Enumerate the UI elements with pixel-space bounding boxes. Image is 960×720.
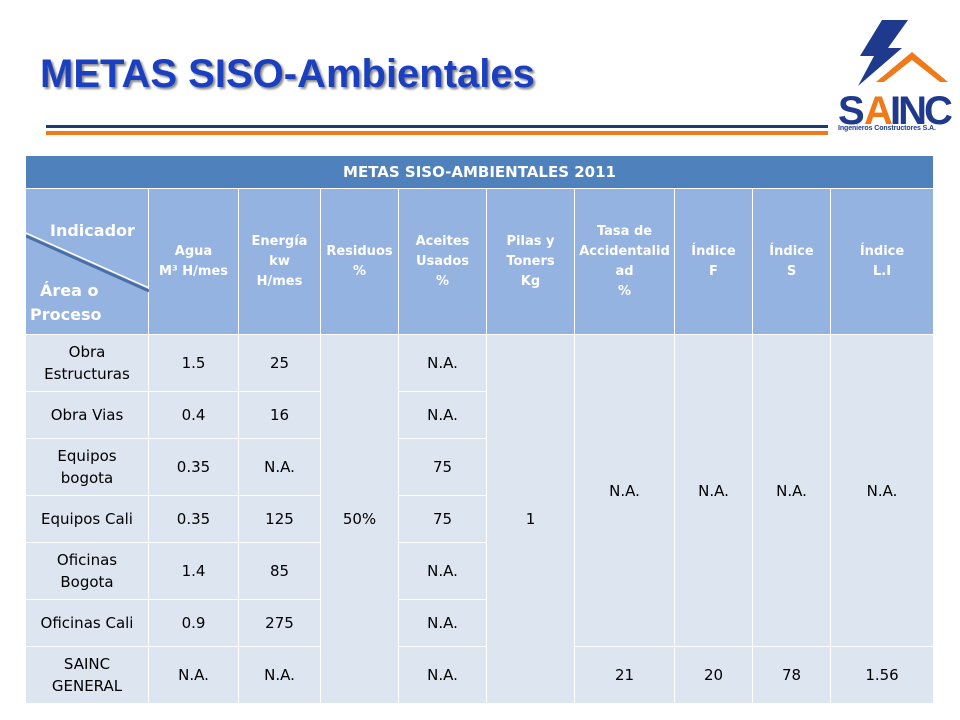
cell-agua: 1.4 [148,542,239,600]
cell-aceites: N.A. [398,542,487,600]
title-underline-blue [46,125,828,128]
svg-text:INC: INC [890,89,952,133]
cell-aceites: 75 [398,438,487,496]
col-header-aceites: Aceites Usados% [398,188,487,335]
col-header-tasa: Tasa de Accidentalid ad% [574,188,675,335]
cell-aceites: N.A. [398,599,487,647]
cell-energia: N.A. [238,646,321,704]
roof-icon [876,52,948,82]
col-header-energia: Energía kw H/mes [238,188,321,335]
metas-table: METAS SISO-AMBIENTALES 2011 Indicador Ár… [24,155,935,704]
corner-area-label: Área o Proceso [30,279,101,327]
table-row: Obra Vias 0.4 16 N.A. [25,391,934,439]
cell-agua: 1.5 [148,334,239,392]
cell-indice-f-general: 20 [674,646,753,704]
cell-energia: N.A. [238,438,321,496]
cell-aceites: N.A. [398,334,487,392]
lightning-bolt-icon [858,20,908,86]
cell-energia: 25 [238,334,321,392]
logo-tagline: Ingenieros Constructores S.A. [838,125,936,132]
cell-indice-s-general: 78 [752,646,831,704]
table-row: SAINC GENERAL N.A. N.A. N.A. 21 20 78 1.5… [25,646,935,704]
sainc-logo: S A INC [838,20,952,133]
table-row: Oficinas Bogota 1.4 85 N.A. [25,542,934,600]
cell-agua: 0.4 [148,391,239,439]
diagonal-divider [26,232,149,293]
table-row: Equipos bogota 0.35 N.A. 75 [25,438,934,496]
cell-indice-li-general: 1.56 [829,646,935,704]
cell-agua: N.A. [148,646,239,704]
col-header-indice-f: Índice F [674,188,753,335]
col-header-indice-li: Índice L.I [829,188,935,335]
cell-residuos-merged: 50% [320,334,399,704]
row-label: Obra Vias [25,391,149,439]
cell-tasa-merged: N.A. [574,334,675,647]
row-label: Obra Estructuras [25,334,149,392]
cell-energia: 125 [238,495,321,543]
cell-aceites: N.A. [398,646,487,704]
cell-tasa-general: 21 [574,646,675,704]
cell-indice-f-merged: N.A. [674,334,753,647]
cell-agua: 0.35 [148,438,239,496]
cell-aceites: N.A. [398,391,487,439]
col-header-residuos: Residuos% [320,188,399,335]
cell-energia: 85 [238,542,321,600]
corner-indicador-label: Indicador [50,221,135,240]
page-title: METAS SISO-Ambientales [40,52,535,96]
corner-area-line2: Proceso [30,305,102,324]
cell-indice-s-merged: N.A. [752,334,831,647]
title-underline-orange [46,131,828,135]
row-label: Equipos Cali [25,495,149,543]
col-header-agua: Agua M³ H/mes [148,188,239,335]
corner-header: Indicador Área o Proceso [25,188,149,335]
cell-energia: 275 [238,599,321,647]
cell-aceites: 75 [398,495,487,543]
col-header-pilas: Pilas y Toners Kg [486,188,575,335]
svg-text:A: A [864,89,892,133]
row-label: Oficinas Cali [25,599,149,647]
corner-area-line1: Área o [40,281,99,300]
row-label: Oficinas Bogota [25,542,149,600]
col-header-indice-s: Índice S [752,188,831,335]
cell-agua: 0.9 [148,599,239,647]
cell-pilas-merged: 1 [486,334,575,704]
table-row: Obra Estructuras 1.5 25 50% N.A. 1 N.A. N… [25,334,935,704]
cell-energia: 16 [238,391,321,439]
cell-agua: 0.35 [148,495,239,543]
table-row: Oficinas Cali 0.9 275 N.A. [25,599,934,647]
row-label: SAINC GENERAL [25,646,149,704]
table-title: METAS SISO-AMBIENTALES 2011 [24,155,935,189]
cell-indice-li-merged: N.A. [829,334,935,647]
table-row: Equipos Cali 0.35 125 75 [25,495,934,543]
row-label: Equipos bogota [25,438,149,496]
